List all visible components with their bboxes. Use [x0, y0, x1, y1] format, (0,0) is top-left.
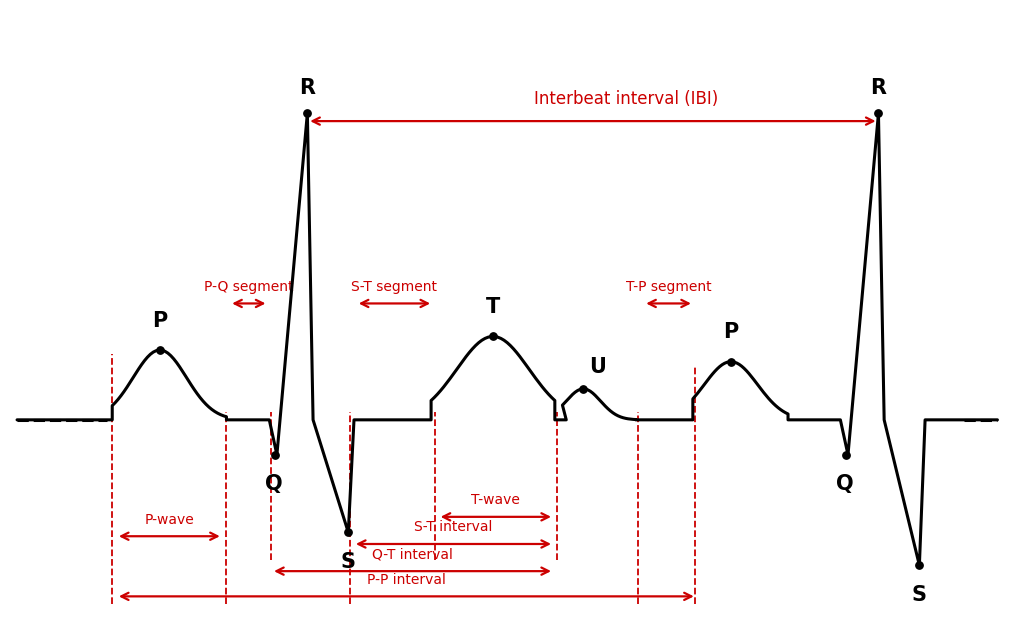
Text: Interbeat interval (IBI): Interbeat interval (IBI) [535, 90, 719, 107]
Text: P-wave: P-wave [144, 513, 195, 527]
Text: S: S [341, 552, 355, 572]
Text: Q: Q [837, 474, 854, 494]
Text: Q-T interval: Q-T interval [372, 548, 453, 562]
Text: R: R [870, 78, 887, 98]
Text: P-P interval: P-P interval [367, 572, 445, 586]
Point [911, 560, 928, 570]
Point [575, 384, 592, 394]
Text: S-T interval: S-T interval [415, 520, 493, 534]
Text: U: U [589, 357, 606, 377]
Text: T-wave: T-wave [471, 493, 520, 507]
Point [838, 450, 854, 460]
Text: P: P [723, 322, 738, 342]
Text: P-Q segment: P-Q segment [204, 280, 294, 294]
Point [340, 527, 356, 537]
Text: R: R [299, 78, 315, 98]
Text: S: S [912, 584, 927, 605]
Point [870, 108, 887, 118]
Point [267, 450, 284, 460]
Point [299, 108, 315, 118]
Point [152, 345, 168, 355]
Text: P: P [153, 310, 168, 331]
Text: T-P segment: T-P segment [626, 280, 712, 294]
Text: T: T [485, 297, 500, 317]
Point [723, 357, 739, 367]
Text: Q: Q [265, 474, 283, 494]
Point [484, 331, 501, 342]
Text: S-T segment: S-T segment [351, 280, 437, 294]
